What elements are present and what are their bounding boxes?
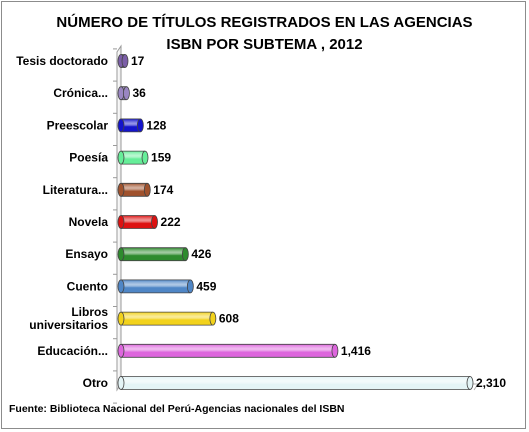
bar-end-cap xyxy=(186,279,194,294)
bar-end-cap xyxy=(181,247,189,262)
bar-end-cap xyxy=(331,343,339,358)
category-label-5: Literatura... xyxy=(43,183,108,197)
bar-9 xyxy=(117,311,217,326)
bar-base-cap xyxy=(117,215,125,229)
bar-end-cap xyxy=(123,86,130,101)
bar-outline xyxy=(121,279,191,294)
bar-shine xyxy=(121,215,155,229)
bar-base-cap xyxy=(117,279,125,294)
category-labels: Tesis doctorado Crónica... Preescolar Poesí… xyxy=(16,54,108,390)
category-label-4: Poesía xyxy=(69,151,108,165)
value-label-6: 222 xyxy=(161,215,181,229)
bar-base-cap xyxy=(117,150,125,165)
bar-end-cap xyxy=(121,54,129,68)
bar-outline xyxy=(121,247,186,262)
bar-base-cap xyxy=(117,376,125,390)
bar-end-cap xyxy=(136,118,144,133)
bar-outline xyxy=(121,150,146,165)
bar-base-cap xyxy=(117,311,125,326)
category-label-3: Preescolar xyxy=(47,118,109,132)
bar-outline xyxy=(121,215,155,229)
category-label-10: Educación... xyxy=(37,344,108,358)
value-label-10: 1,416 xyxy=(341,344,371,358)
category-label-6: Novela xyxy=(69,215,109,229)
bar-base-cap xyxy=(117,343,125,358)
bar-5 xyxy=(117,182,151,197)
value-label-2: 36 xyxy=(132,86,146,100)
bar-end-cap xyxy=(141,150,149,165)
value-labels: 17 36 128 159 174 222 426 459 608 1,416 2,310 xyxy=(131,54,506,390)
value-label-3: 128 xyxy=(146,118,166,132)
bar-11 xyxy=(117,376,474,390)
bar-shine xyxy=(121,376,470,390)
bar-end-cap xyxy=(151,215,158,229)
value-label-7: 426 xyxy=(191,247,211,261)
bar-shine xyxy=(121,279,191,293)
value-label-1: 17 xyxy=(131,54,145,68)
bar-outline xyxy=(121,343,335,358)
bar-outline xyxy=(121,118,141,133)
bar-outline xyxy=(121,311,213,326)
bar-shine xyxy=(121,344,335,358)
bar-10 xyxy=(117,343,339,358)
category-label-1: Tesis doctorado xyxy=(16,54,108,68)
value-label-11: 2,310 xyxy=(476,376,506,390)
bars-group xyxy=(117,54,474,390)
bar-shine xyxy=(121,151,146,165)
chart-title: NÚMERO DE TÍTULOS REGISTRADOS EN LAS AGE… xyxy=(0,12,529,56)
category-label-8: Cuento xyxy=(67,279,108,293)
bar-shine xyxy=(121,183,148,197)
bar-end-cap xyxy=(143,182,151,197)
value-label-9: 608 xyxy=(219,312,239,326)
bar-6 xyxy=(117,215,158,229)
source-note: Fuente: Biblioteca Nacional del Perú-Age… xyxy=(9,403,345,415)
bar-outline xyxy=(121,182,148,197)
category-label-2: Crónica... xyxy=(53,86,108,100)
category-label-11: Otro xyxy=(83,376,108,390)
bar-shine xyxy=(121,118,141,132)
bar-outline xyxy=(121,376,470,390)
bar-end-cap xyxy=(466,376,474,390)
bar-4 xyxy=(117,150,149,165)
value-label-4: 159 xyxy=(151,151,171,165)
bar-shine xyxy=(121,247,186,261)
bar-base-cap xyxy=(117,118,125,133)
category-label-9: Libros universitarios xyxy=(29,305,108,332)
value-label-8: 459 xyxy=(196,279,216,293)
bar-8 xyxy=(117,279,194,294)
bar-7 xyxy=(117,247,189,262)
bar-shine xyxy=(121,312,213,326)
chart-title-line-2: ISBN POR SUBTEMA , 2012 xyxy=(166,36,363,53)
value-label-5: 174 xyxy=(153,183,173,197)
category-label-7: Ensayo xyxy=(65,247,108,261)
bar-2 xyxy=(117,86,130,101)
bar-end-cap xyxy=(209,311,217,326)
bar-base-cap xyxy=(117,182,125,197)
bar-1 xyxy=(117,54,129,68)
bar-3 xyxy=(117,118,144,133)
chart-title-line-1: NÚMERO DE TÍTULOS REGISTRADOS EN LAS AGE… xyxy=(56,14,473,31)
bar-base-cap xyxy=(117,247,125,262)
